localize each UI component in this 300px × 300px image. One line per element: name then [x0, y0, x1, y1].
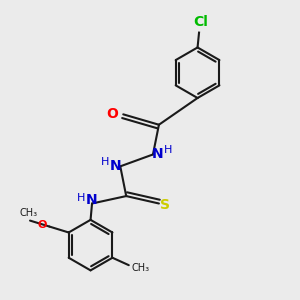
Text: H: H [100, 157, 109, 167]
Text: H: H [76, 193, 85, 203]
Text: N: N [152, 148, 163, 161]
Text: H: H [164, 145, 172, 155]
Text: Cl: Cl [193, 15, 208, 29]
Text: CH₃: CH₃ [132, 263, 150, 273]
Text: N: N [110, 159, 122, 173]
Text: O: O [38, 220, 47, 230]
Text: O: O [106, 107, 118, 121]
Text: CH₃: CH₃ [20, 208, 38, 218]
Text: N: N [86, 193, 98, 207]
Text: S: S [160, 198, 170, 212]
